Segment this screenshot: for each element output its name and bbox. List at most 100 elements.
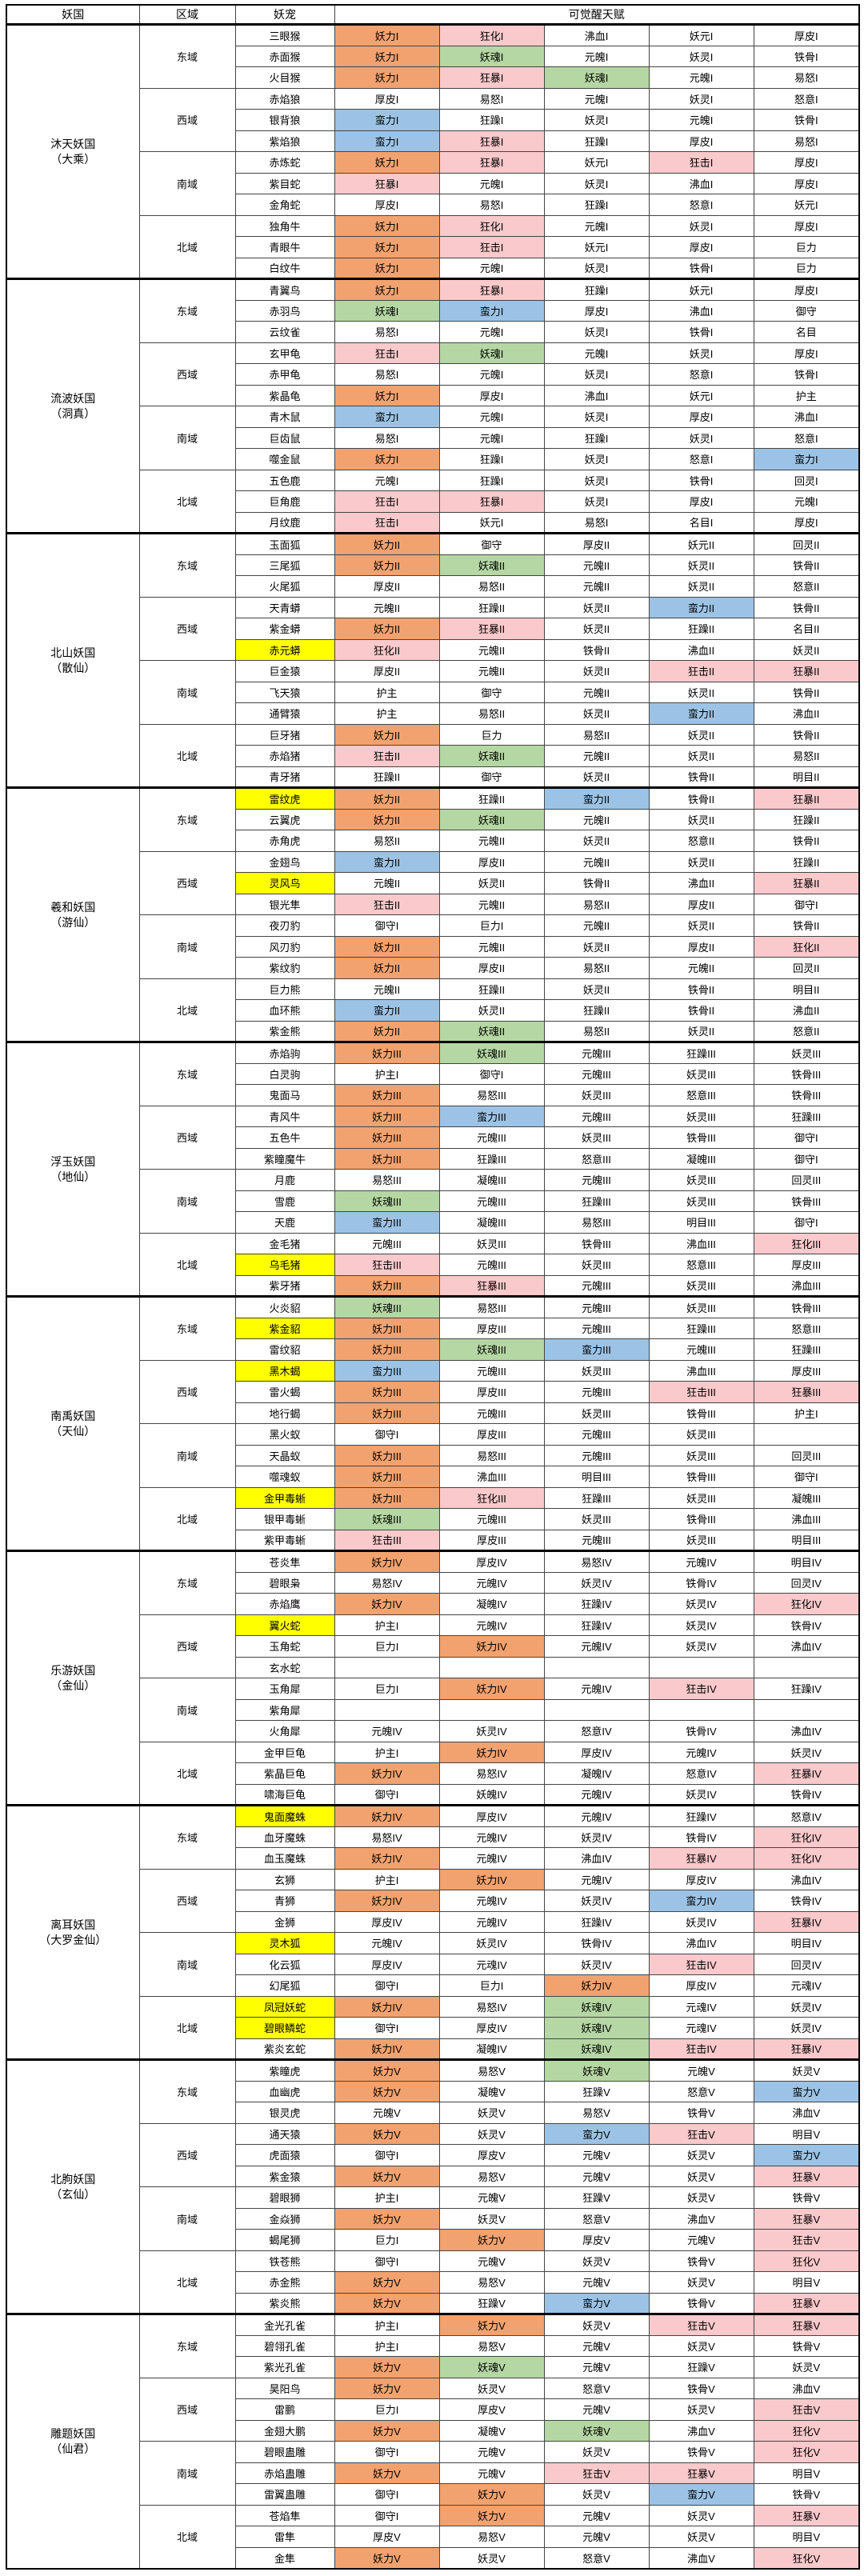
talent-cell: 沸血V — [648, 2419, 754, 2442]
talent-cell: 蛮力III — [543, 1338, 650, 1361]
pet-name-cell: 蝎尾狮 — [234, 2229, 335, 2251]
talent-cell: 狂暴IV — [753, 1910, 860, 1933]
talent-cell: 妖灵V — [543, 2314, 650, 2336]
talent-cell: 狂躁V — [543, 2080, 650, 2102]
pet-name-cell: 天晶蚁 — [234, 1444, 335, 1466]
talent-cell: 元魄IV — [438, 1571, 545, 1594]
talent-cell: 狂暴II — [753, 787, 860, 810]
region-cell: 北域 — [138, 1995, 236, 2060]
talent-cell: 元魄V — [543, 2144, 650, 2166]
talent-cell: 御守 — [438, 533, 545, 555]
talent-cell: 狂躁I — [438, 448, 545, 470]
talent-cell: 元魄V — [438, 2462, 545, 2484]
talent-cell: 妖魂III — [438, 1042, 545, 1064]
pet-name-cell: 独角牛 — [234, 214, 335, 237]
talent-cell: 铁骨III — [648, 1402, 754, 1424]
pet-row: 白纹牛 妖力I 元魄I 妖灵I 铁骨I 巨力 — [6, 257, 860, 279]
pet-row: 银灵虎 元魄V 妖灵V 易怒V 铁骨V 沸血V — [6, 2102, 860, 2124]
pet-row: 赤焰蛊雕 妖力V 元魄V 狂击V 狂暴V 明目V — [6, 2462, 860, 2484]
talent-cell: 厚皮V — [543, 2229, 650, 2251]
talent-cell: 回灵I — [753, 469, 860, 491]
kingdom-name: 南禹妖国 — [50, 1409, 96, 1422]
pet-name-cell: 天青蟒 — [234, 596, 335, 618]
pet-row: 雷鹏 巨力I 厚皮V 元魄V 妖灵V 狂击V — [6, 2398, 860, 2421]
talent-cell: 狂化IV — [753, 1593, 860, 1615]
talent-cell: 怒意III — [648, 1254, 754, 1276]
talent-cell: 狂击IV — [648, 2038, 754, 2060]
talent-cell: 怒意II — [753, 1020, 860, 1042]
talent-cell: 元魄V — [543, 2526, 650, 2548]
talent-cell: 怒意III — [648, 1084, 754, 1106]
talent-cell: 沸血III — [648, 1232, 754, 1254]
talent-cell: 元魂IV — [648, 1995, 754, 2018]
pet-row: 紫焰狼 蛮力I 狂暴I 狂躁I 厚皮I 易怒I — [6, 130, 860, 152]
talent-cell: 狂躁III — [753, 1105, 860, 1127]
talent-cell: 妖灵V — [753, 2356, 860, 2378]
pet-row: 南域 玉角犀 巨力I 妖力IV 元魄IV 狂击IV 狂躁IV — [6, 1678, 860, 1742]
talent-cell: 怒意I — [648, 448, 754, 470]
talent-cell: 妖力V — [334, 2165, 440, 2187]
talent-cell: 妖灵II — [648, 723, 754, 746]
talent-cell: 厚皮I — [438, 384, 545, 406]
talent-cell: 蛮力V — [648, 2483, 754, 2506]
pet-row: 天晶蚁 妖力III 易怒III 元魄III 妖灵III 回灵III — [6, 1444, 860, 1466]
talent-cell: 元魄V — [543, 2504, 650, 2526]
talent-cell: 铁骨I — [753, 363, 860, 386]
talent-cell: 铁骨III — [753, 1190, 860, 1212]
pet-row: 紫甲毒蜥 狂击III 厚皮III 元魄III 妖灵III 明目III — [6, 1529, 860, 1551]
pet-row: 云翼虎 妖力II 妖魂II 元魄II 妖灵II 狂躁II — [6, 808, 860, 830]
talent-cell: 妖力V — [438, 2504, 545, 2526]
talent-cell: 狂暴II — [438, 618, 545, 640]
talent-cell: 御守I — [334, 2441, 440, 2463]
talent-cell: 狂躁IV — [648, 1805, 754, 1827]
pet-name-cell: 金焱狮 — [234, 2207, 335, 2230]
talent-cell: 狂击II — [648, 660, 754, 682]
talent-cell: 御守I — [334, 2144, 440, 2166]
pet-row: 南域 黑火蚁 御守I 厚皮III 元魄III 妖灵III — [6, 1423, 860, 1488]
talent-cell: 怒意II — [753, 575, 860, 598]
talent-cell: 妖灵III — [543, 1402, 650, 1424]
talent-cell: 妖力IV — [334, 1890, 440, 1912]
pet-name-cell: 赤面猴 — [234, 45, 335, 67]
pet-row: 碧翎孔雀 护主I 易怒V 元魄V 妖灵V 铁骨V — [6, 2334, 860, 2357]
pet-name-cell: 巨牙猪 — [234, 723, 335, 746]
talent-cell: 沸血III — [648, 1359, 754, 1382]
talent-cell: 元魄III — [543, 1317, 650, 1339]
talent-cell: 蛮力III — [334, 1211, 440, 1234]
talent-cell: 凝魄V — [438, 2419, 545, 2442]
region-cell: 北域 — [138, 1741, 236, 1806]
pet-row: 赤焰鹰 妖力IV 凝魄IV 狂躁IV 妖灵IV 狂化IV — [6, 1593, 860, 1615]
talent-cell: 元魄II — [543, 808, 650, 830]
talent-cell: 巨力 — [753, 236, 860, 258]
pet-name-cell: 铁苍熊 — [234, 2250, 335, 2272]
talent-cell: 铁骨III — [753, 1084, 860, 1106]
talent-cell: 妖魂III — [334, 1508, 440, 1530]
talent-cell: 明目V — [753, 2271, 860, 2294]
talent-cell: 妖力III — [334, 1486, 440, 1509]
pet-name-cell: 赤焰狼 — [234, 87, 335, 110]
talent-cell: 易怒V — [438, 2334, 545, 2357]
talent-cell: 回灵III — [753, 1169, 860, 1191]
pet-row: 天鹿 蛮力III 凝魄III 易怒III 明目III 御守I — [6, 1211, 860, 1234]
talent-cell: 元魄V — [438, 2186, 545, 2209]
pet-name-cell: 三眼猴 — [234, 24, 335, 46]
talent-cell: 厚皮V — [334, 2526, 440, 2548]
talent-cell: 元魄I — [438, 363, 545, 386]
talent-cell: 沸血II — [648, 638, 754, 661]
talent-cell: 元魄IV — [543, 1635, 650, 1658]
talent-cell: 厚皮I — [334, 87, 440, 110]
kingdom-name: 乐游妖国 — [50, 1663, 96, 1677]
talent-cell: 铁骨IV — [753, 1783, 860, 1806]
talent-cell: 妖灵III — [543, 1126, 650, 1149]
talent-cell: 铁骨V — [648, 2377, 754, 2399]
talent-cell: 厚皮I — [648, 236, 754, 258]
talent-cell: 御守I — [438, 1062, 545, 1085]
pet-name-cell: 噬魂蚁 — [234, 1466, 335, 1488]
talent-cell: 元魄IV — [543, 1783, 650, 1806]
talent-cell: 狂暴V — [753, 2207, 860, 2230]
talent-cell: 巨力 — [438, 723, 545, 746]
talent-cell: 易怒IV — [334, 1571, 440, 1594]
talent-cell: 妖魂III — [438, 1338, 545, 1361]
pet-name-cell: 赤角虎 — [234, 830, 335, 852]
pet-name-cell: 紫金熊 — [234, 1020, 335, 1042]
